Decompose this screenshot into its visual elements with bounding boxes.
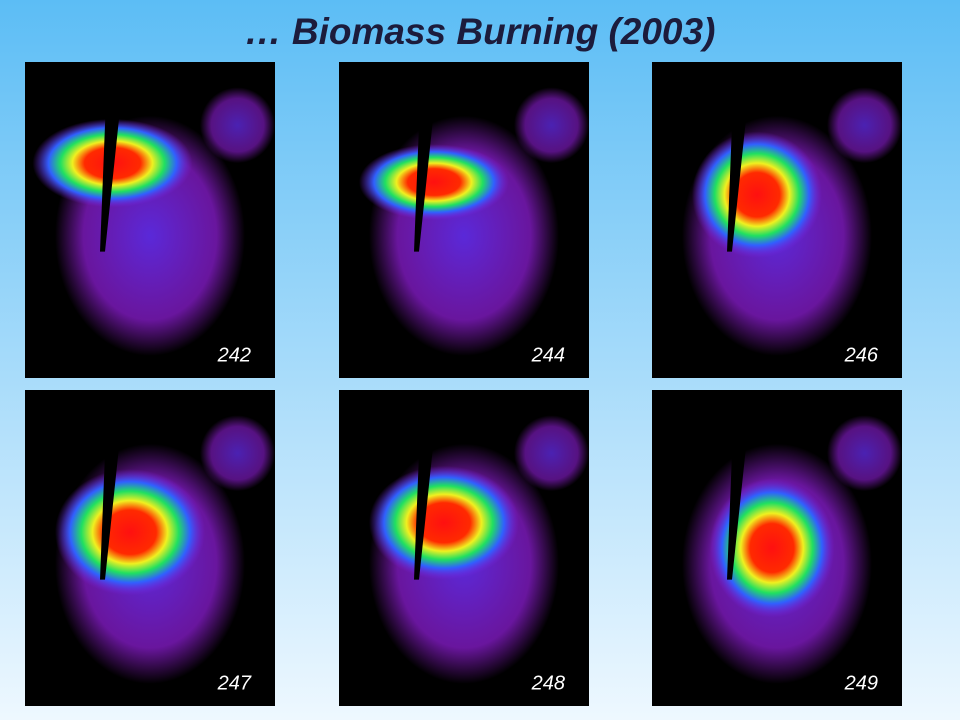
satellite-panel: 247 (25, 390, 275, 706)
panel-content (369, 390, 589, 684)
haze (514, 87, 589, 164)
haze (514, 415, 589, 492)
panel-content (682, 390, 902, 684)
swath-gap (100, 62, 125, 252)
swath-gap (414, 390, 439, 580)
smoke-plume (359, 144, 509, 220)
haze (200, 415, 275, 492)
smoke-plume (692, 131, 822, 258)
day-label: 246 (844, 344, 879, 366)
panel-grid: 242 244 246 247 248 249 (25, 62, 902, 706)
satellite-panel: 249 (652, 390, 902, 706)
day-label: 249 (844, 672, 878, 694)
satellite-panel: 242 (25, 62, 275, 378)
smoke-plume (709, 478, 835, 618)
slide-title: … Biomass Burning (2003) (245, 11, 716, 52)
haze (827, 87, 902, 164)
panel-content (55, 390, 275, 684)
panel-content (359, 62, 589, 356)
swath-gap (727, 390, 752, 580)
haze (827, 415, 902, 492)
haze (200, 87, 275, 164)
day-label: 247 (217, 672, 252, 694)
smoke-plume (55, 469, 205, 596)
panel-content (682, 62, 902, 356)
satellite-panel: 244 (339, 62, 589, 378)
panel-content (32, 62, 275, 356)
day-label: 242 (217, 344, 251, 366)
satellite-panel: 246 (652, 62, 902, 378)
smoke-plume (369, 465, 519, 580)
day-label: 248 (531, 672, 565, 694)
swath-gap (727, 62, 752, 252)
satellite-panel: 248 (339, 390, 589, 706)
swath-gap (100, 390, 125, 580)
swath-gap (414, 62, 439, 252)
day-label: 244 (531, 344, 565, 366)
